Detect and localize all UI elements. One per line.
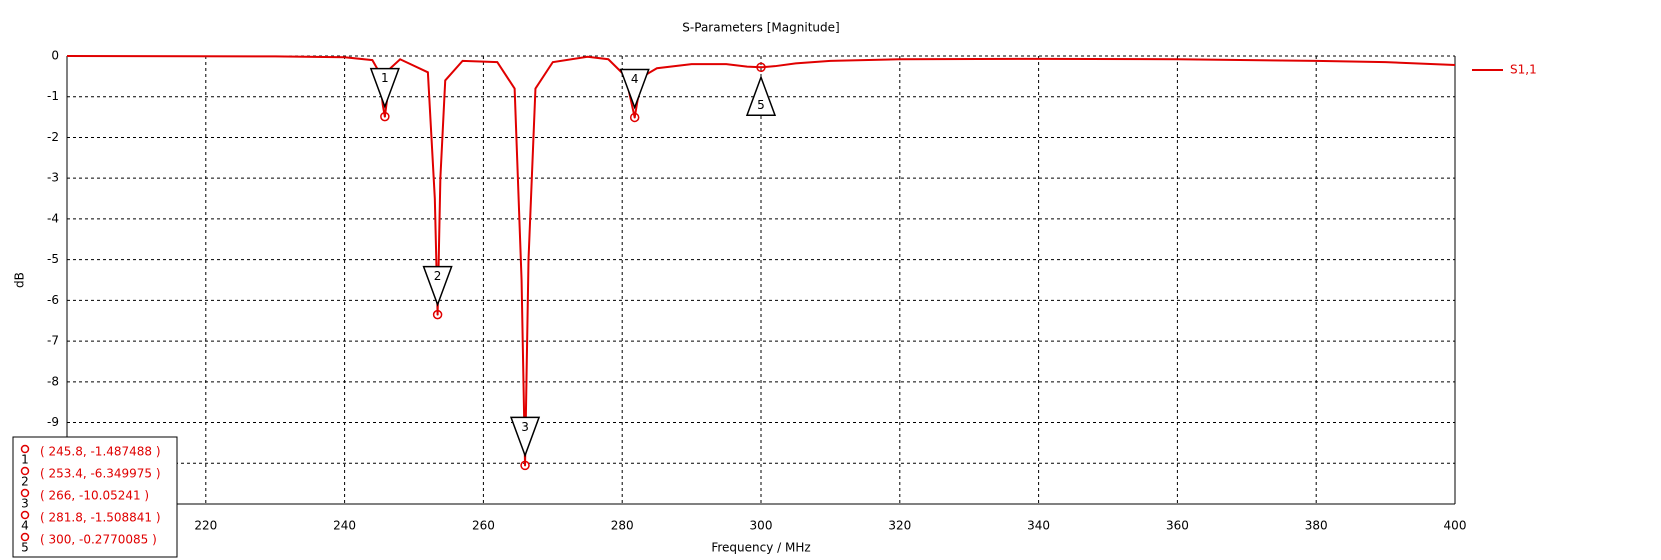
legend-marker-icon (20, 510, 30, 520)
legend-marker-number: 1 (21, 453, 29, 467)
y-tick-label: 0 (51, 49, 59, 63)
marker-point (520, 460, 530, 471)
marker-dot (383, 115, 386, 118)
x-tick-label: 320 (888, 519, 911, 533)
legend-marker-label: ( 245.8, -1.487488 ) (40, 445, 161, 459)
legend-marker-icon (20, 532, 30, 542)
x-axis-label: Frequency / MHz (711, 541, 810, 555)
x-tick-label: 400 (1444, 519, 1467, 533)
legend-marker-icon (20, 466, 30, 476)
legend-label: S1,1 (1510, 63, 1537, 77)
marker-flag (509, 416, 541, 458)
legend-marker-label: ( 253.4, -6.349975 ) (40, 467, 161, 481)
y-tick-label: -4 (47, 211, 59, 225)
marker-flag (422, 265, 453, 307)
marker-point (432, 309, 443, 320)
y-tick-label: -7 (47, 334, 59, 348)
marker-dot (436, 313, 439, 316)
y-tick-label: -9 (47, 415, 59, 429)
marker-flag (369, 67, 400, 109)
marker-dot (524, 464, 527, 467)
y-tick-label: -8 (47, 374, 59, 388)
marker-point (629, 112, 640, 123)
y-tick-label: -1 (47, 89, 59, 103)
marker-point (380, 111, 390, 122)
legend-marker-icon (20, 488, 30, 498)
marker-point (756, 62, 766, 73)
marker-flag (745, 75, 777, 117)
x-tick-label: 240 (333, 519, 356, 533)
legend-marker-number: 4 (21, 519, 29, 533)
x-tick-label: 360 (1166, 519, 1189, 533)
legend-marker-number: 3 (21, 497, 29, 511)
x-tick-label: 300 (750, 519, 773, 533)
marker-number: 3 (521, 420, 529, 434)
marker-number: 5 (757, 98, 765, 112)
legend-marker-label: ( 281.8, -1.508841 ) (40, 511, 161, 525)
y-axis-label: dB (13, 272, 27, 288)
x-tick-label: 380 (1305, 519, 1328, 533)
plot-area: 0-1-2-3-4-5-6-7-8-9-10200220240260280300… (39, 49, 1536, 533)
markers: 1 2 3 4 5 (369, 62, 777, 471)
legend-marker-number: 2 (21, 475, 29, 489)
x-tick-label: 260 (472, 519, 495, 533)
marker-legend: 1 ( 245.8, -1.487488 ) 2 ( 253.4, -6.349975… (12, 436, 178, 558)
marker-dot (633, 116, 636, 119)
legend-marker-icon (20, 444, 30, 454)
legend-marker-label: ( 266, -10.05241 ) (40, 489, 149, 503)
chart-title: S-Parameters [Magnitude] (682, 21, 839, 35)
y-tick-label: -6 (47, 293, 59, 307)
marker-number: 2 (434, 269, 442, 283)
legend-marker-label: ( 300, -0.2770085 ) (40, 533, 157, 547)
x-tick-label: 220 (194, 519, 217, 533)
y-tick-label: -3 (47, 171, 59, 185)
marker-flag (619, 68, 650, 110)
legend-marker-number: 5 (21, 541, 29, 555)
marker-dot (760, 66, 762, 69)
x-tick-label: 280 (611, 519, 634, 533)
marker-number: 4 (631, 72, 639, 86)
x-tick-label: 340 (1027, 519, 1050, 533)
y-tick-label: -2 (47, 130, 59, 144)
marker-legend-box (12, 436, 178, 558)
marker-number: 1 (381, 71, 389, 85)
y-tick-label: -5 (47, 252, 59, 266)
